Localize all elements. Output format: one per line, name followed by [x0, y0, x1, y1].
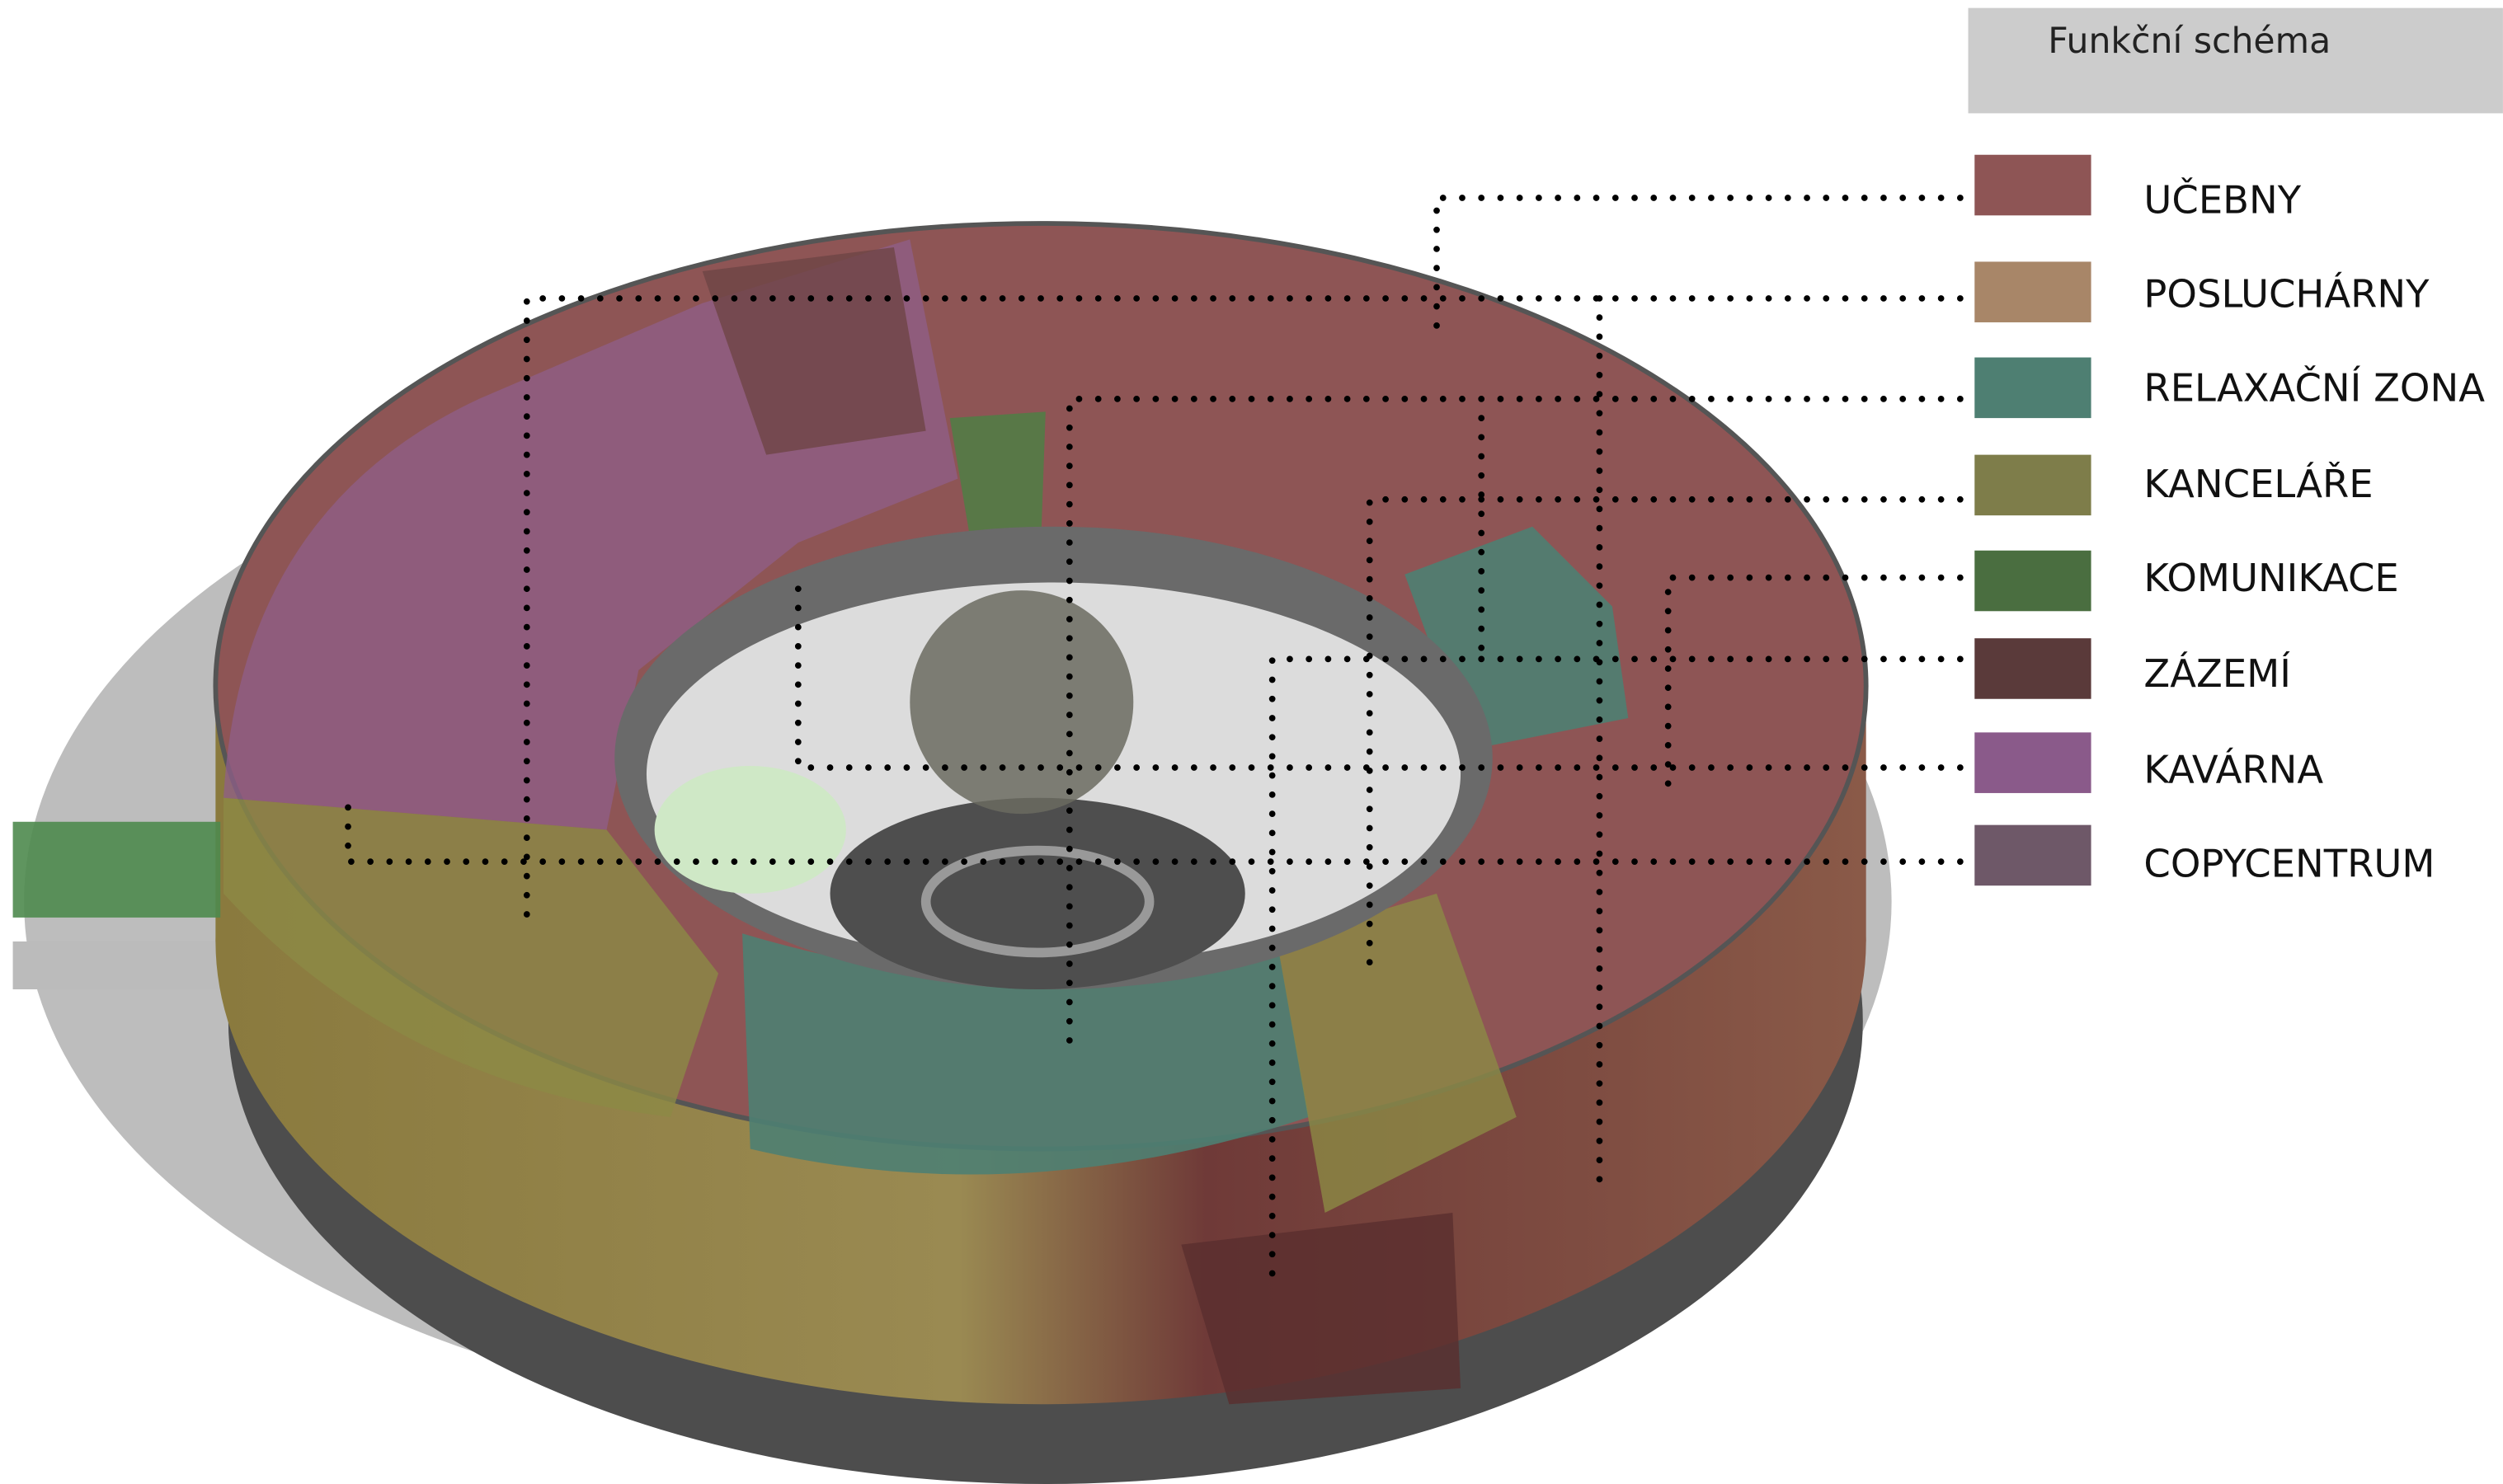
leader: [345, 787, 1964, 866]
zone-relax: [742, 933, 1310, 1175]
bridge: [12, 821, 221, 918]
legend-label: KOMUNIKACE: [2143, 556, 2398, 600]
leader-lines: [345, 195, 1964, 1296]
zone-back: [1181, 1212, 1461, 1405]
legend-title: Funkční schéma: [2048, 21, 2331, 62]
leader: [1268, 655, 1964, 1296]
swatch: [1974, 550, 2091, 612]
plaza-ring: [830, 797, 1245, 989]
leader: [1433, 195, 1964, 339]
building: [12, 221, 1892, 1484]
leader: [1066, 396, 1964, 1049]
swatch: [1974, 824, 2091, 886]
bridge-shadow: [12, 941, 221, 989]
legend-label: UČEBNY: [2143, 176, 2301, 222]
legend-label: POSLUCHÁRNY: [2143, 272, 2430, 317]
legend: Funkční schéma UČEBNY POSLUCHÁRNY RELAXA…: [1968, 7, 2503, 886]
swatch: [1974, 357, 2091, 419]
leader: [1366, 495, 1964, 977]
legend-label: ZÁZEMÍ: [2143, 651, 2291, 696]
swatch: [1974, 638, 2091, 699]
swatch: [1974, 154, 2091, 216]
lawn: [654, 766, 846, 894]
swatch: [1974, 732, 2091, 793]
legend-label: COPYCENTRUM: [2143, 841, 2435, 885]
zone-office-2: [1277, 893, 1517, 1213]
legend-label: RELAXAČNÍ ZONA: [2143, 365, 2485, 411]
legend-label: KAVÁRNA: [2143, 747, 2323, 791]
zone-office: [223, 797, 719, 1117]
legend-header: [1968, 7, 2503, 114]
plaza-bench: [920, 845, 1155, 958]
leader: [1664, 574, 1964, 801]
swatch: [1974, 454, 2091, 516]
swatch: [1974, 261, 2091, 322]
legend-label: KANCELÁŘE: [2143, 462, 2373, 506]
tree: [910, 590, 1134, 815]
leader: [523, 295, 1964, 1192]
